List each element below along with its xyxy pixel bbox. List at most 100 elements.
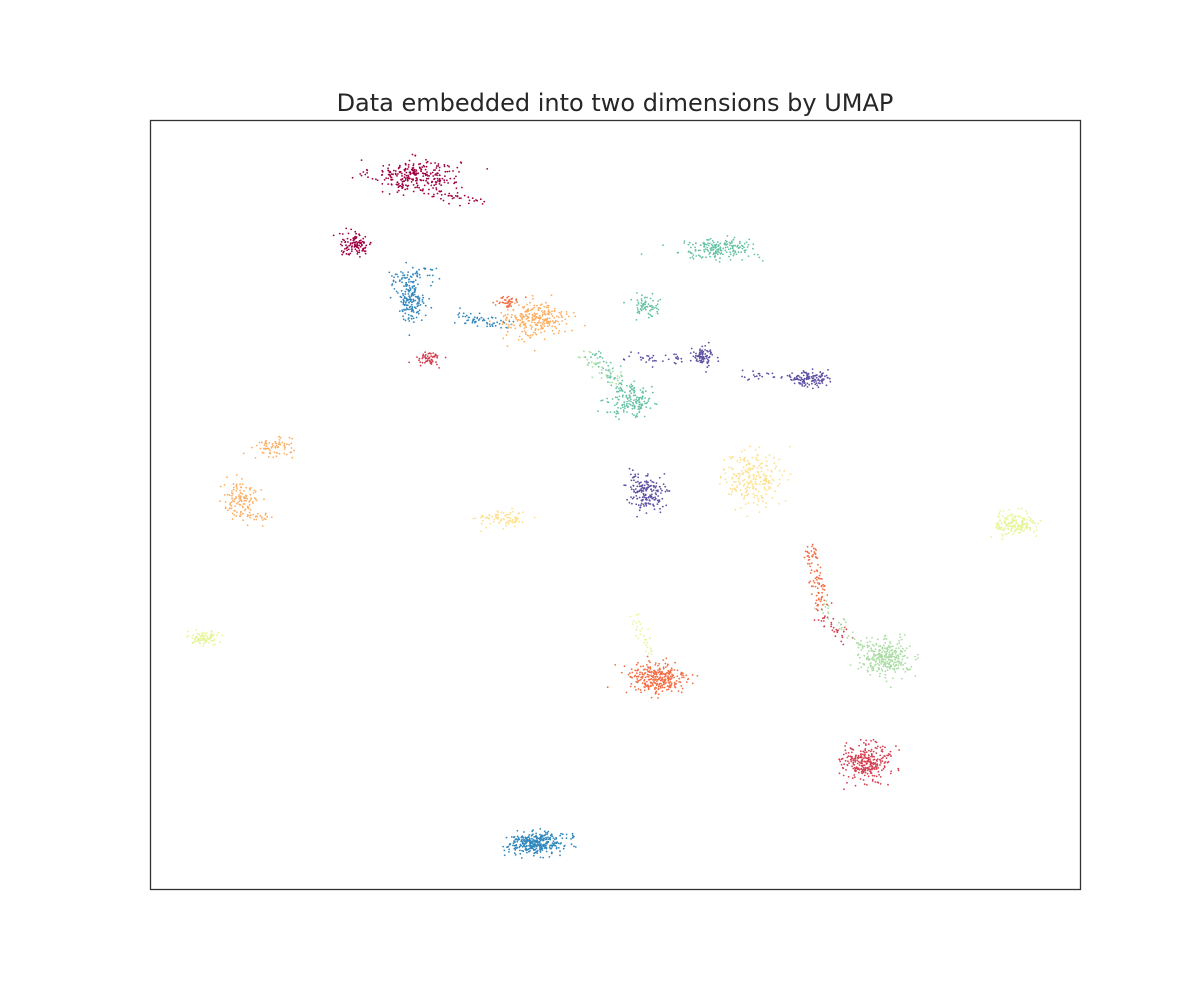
scatter-point	[458, 316, 460, 318]
scatter-point	[515, 298, 518, 301]
scatter-point	[402, 272, 404, 274]
scatter-point	[861, 644, 864, 647]
scatter-point	[860, 649, 863, 651]
scatter-point	[402, 294, 405, 297]
scatter-point	[879, 754, 882, 757]
scatter-point	[510, 316, 513, 319]
scatter-point	[675, 682, 677, 685]
scatter-point	[484, 517, 487, 519]
scatter-point	[345, 244, 347, 247]
scatter-point	[480, 522, 483, 525]
scatter-point	[557, 332, 560, 334]
scatter-point	[819, 572, 822, 574]
scatter-point	[793, 377, 796, 379]
scatter-point	[486, 321, 488, 324]
scatter-point	[448, 192, 451, 195]
scatter-point	[888, 656, 891, 658]
scatter-point	[538, 840, 541, 843]
scatter-point	[879, 653, 881, 656]
scatter-point	[676, 669, 679, 672]
scatter-point	[246, 506, 249, 509]
scatter-point	[635, 628, 638, 631]
scatter-point	[248, 514, 251, 517]
scatter-point	[771, 478, 774, 480]
scatter-point	[657, 495, 660, 497]
scatter-point	[707, 350, 709, 353]
scatter-point	[543, 325, 546, 328]
scatter-point	[898, 642, 901, 645]
scatter-point	[516, 319, 519, 322]
scatter-point	[415, 271, 418, 274]
scatter-point	[729, 247, 732, 250]
scatter-point	[816, 576, 818, 578]
scatter-point	[547, 836, 549, 839]
scatter-point	[351, 248, 353, 251]
scatter-point	[740, 244, 743, 247]
scatter-point	[709, 251, 712, 254]
point-cluster	[408, 351, 447, 369]
scatter-point	[235, 497, 237, 500]
scatter-point	[817, 386, 820, 389]
scatter-point	[642, 392, 645, 394]
scatter-point	[707, 361, 709, 363]
scatter-point	[600, 399, 602, 402]
scatter-point	[731, 488, 734, 491]
scatter-point	[1001, 538, 1004, 541]
scatter-point	[456, 195, 459, 197]
scatter-point	[473, 200, 476, 202]
scatter-point	[355, 236, 358, 238]
scatter-point	[816, 582, 819, 584]
scatter-point	[433, 184, 436, 187]
scatter-point	[414, 279, 417, 282]
scatter-point	[815, 599, 818, 602]
scatter-point	[478, 312, 481, 315]
scatter-point	[364, 252, 367, 255]
scatter-point	[869, 640, 872, 643]
scatter-point	[473, 316, 476, 319]
scatter-point	[827, 617, 829, 620]
scatter-point	[872, 666, 875, 668]
scatter-point	[822, 372, 824, 374]
scatter-point	[757, 459, 759, 462]
scatter-point	[191, 637, 194, 639]
scatter-point	[739, 489, 742, 491]
scatter-point	[647, 676, 650, 678]
scatter-point	[614, 396, 617, 399]
scatter-point	[863, 774, 866, 777]
scatter-point	[605, 369, 607, 371]
scatter-point	[235, 490, 238, 492]
scatter-point	[412, 164, 415, 167]
scatter-point	[422, 179, 425, 182]
scatter-point	[388, 171, 391, 174]
scatter-point	[890, 755, 892, 757]
scatter-point	[633, 389, 635, 392]
scatter-point	[511, 507, 513, 510]
scatter-point	[757, 490, 760, 493]
scatter-point	[887, 783, 889, 786]
scatter-point	[644, 390, 647, 393]
scatter-point	[665, 666, 667, 668]
scatter-point	[751, 456, 754, 459]
scatter-point	[706, 366, 709, 369]
scatter-point	[656, 303, 659, 306]
scatter-point	[861, 764, 864, 767]
scatter-point	[412, 274, 414, 276]
scatter-point	[651, 356, 653, 359]
scatter-point	[731, 490, 733, 493]
scatter-point	[831, 629, 834, 632]
scatter-point	[889, 642, 892, 645]
scatter-point	[447, 182, 449, 184]
scatter-point	[764, 479, 766, 482]
scatter-point	[889, 686, 892, 689]
scatter-point	[1029, 528, 1031, 531]
scatter-point	[622, 358, 625, 361]
scatter-point	[430, 184, 433, 187]
scatter-point	[418, 359, 420, 362]
scatter-point	[290, 447, 293, 449]
scatter-point	[390, 176, 393, 179]
scatter-point	[826, 594, 829, 596]
scatter-point	[864, 767, 866, 770]
scatter-point	[502, 512, 505, 514]
scatter-point	[424, 173, 427, 176]
scatter-point	[600, 369, 603, 371]
